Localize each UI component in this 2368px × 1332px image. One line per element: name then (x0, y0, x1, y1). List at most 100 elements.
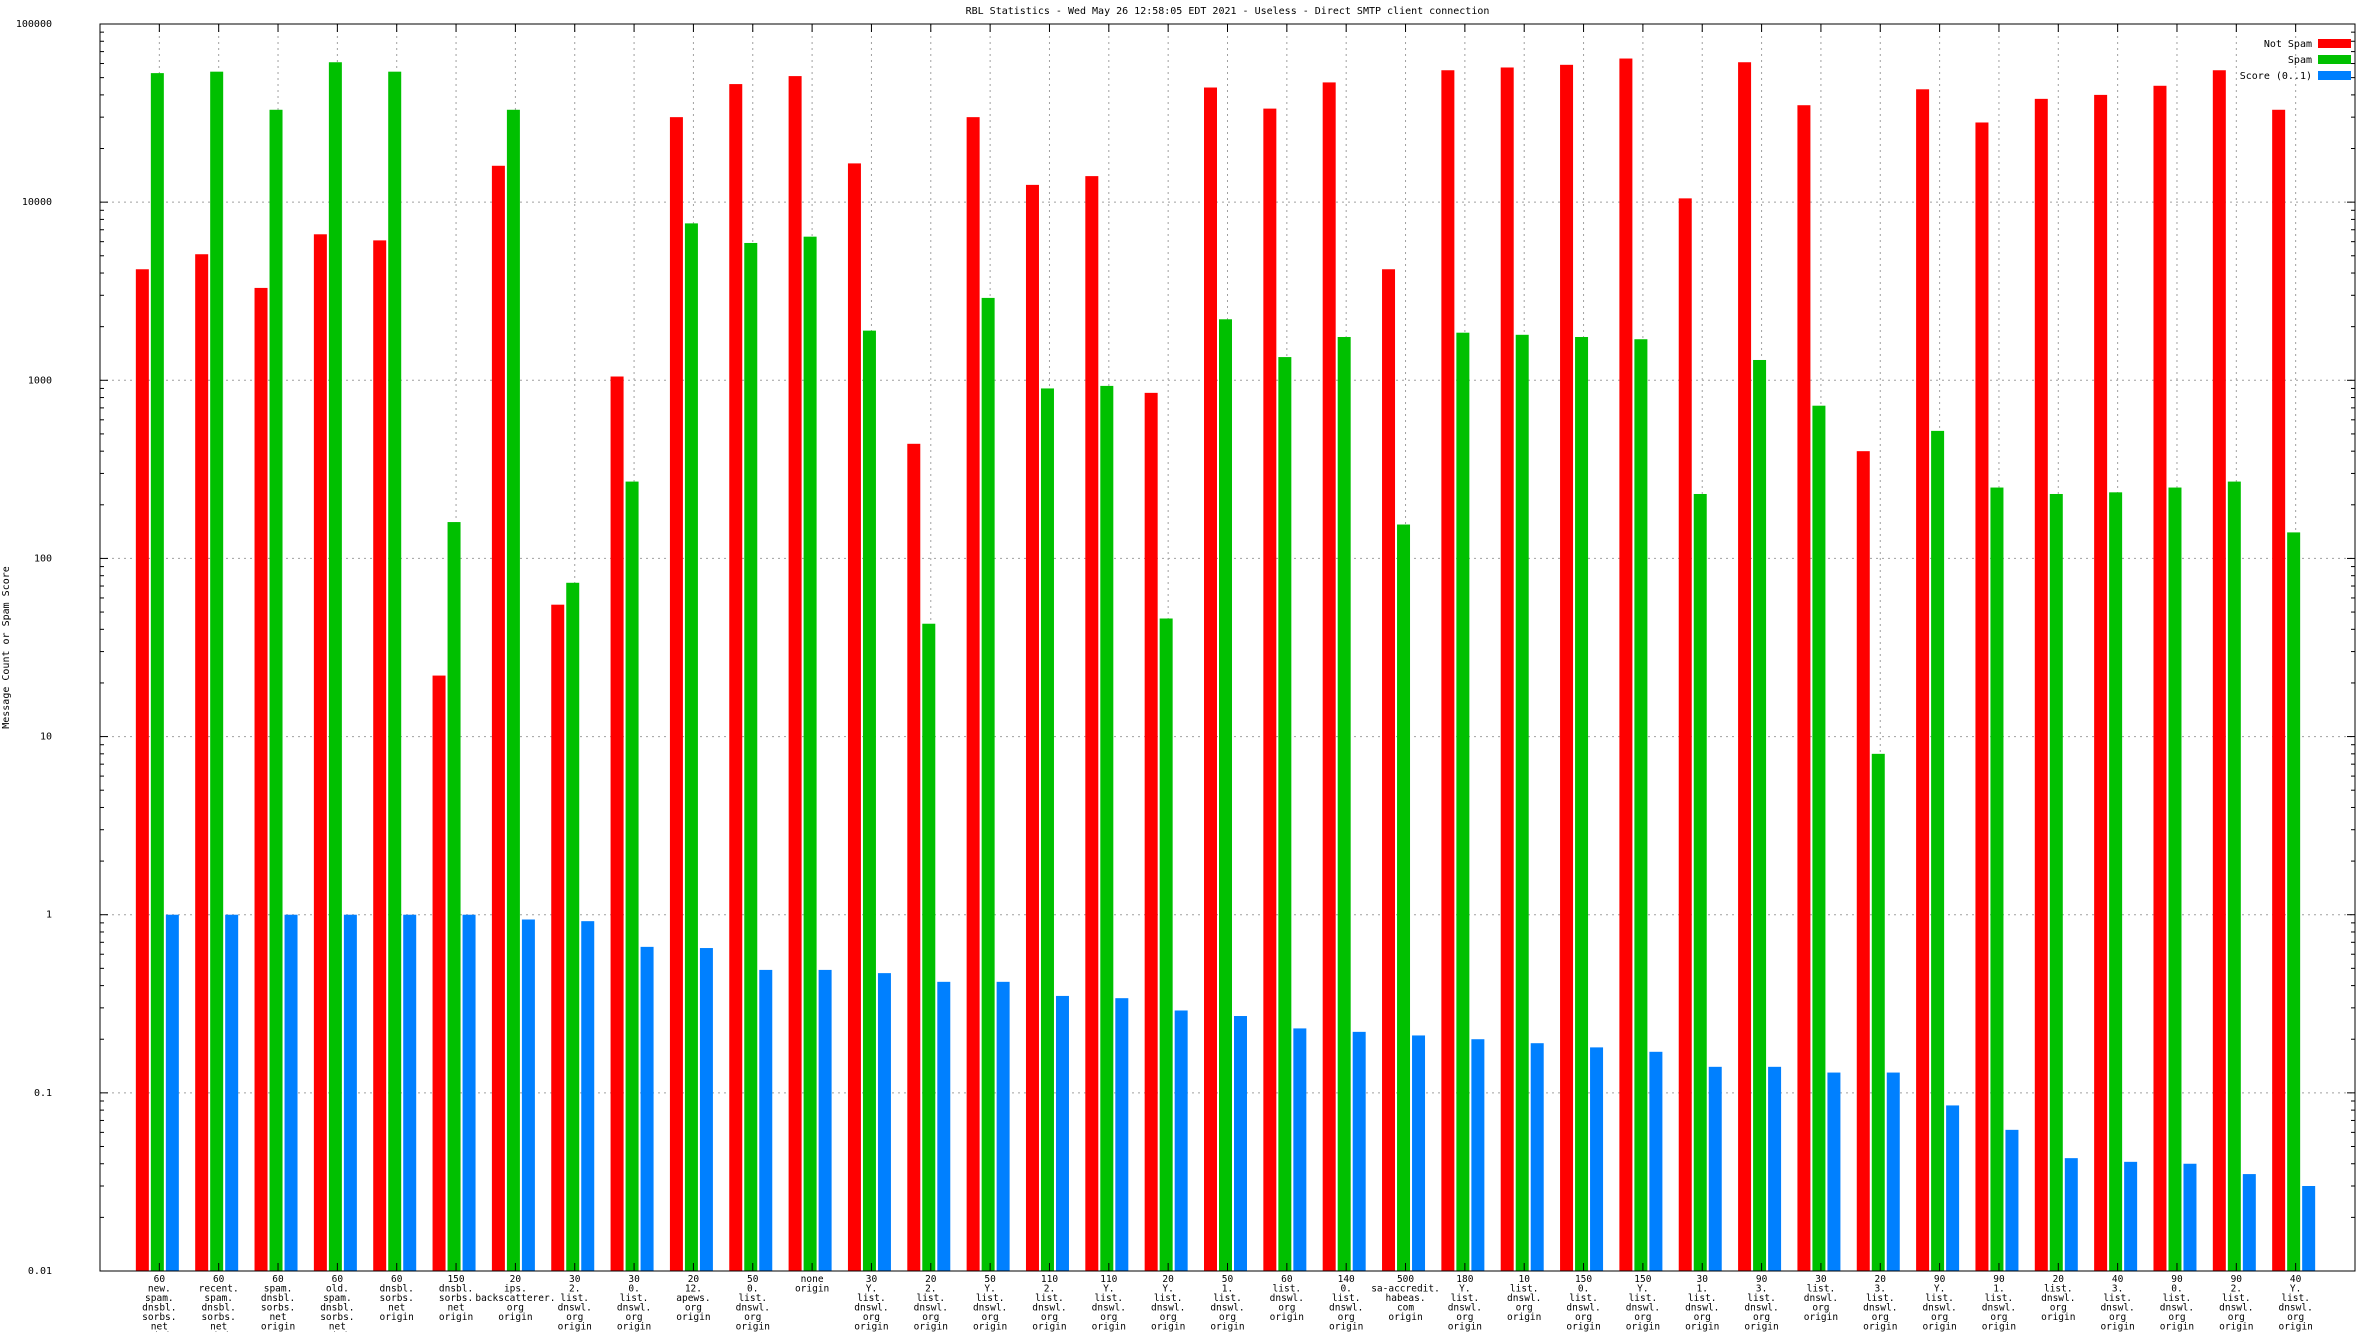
y-tick-label: 0.1 (34, 1088, 52, 1099)
x-tick-label-line: 30 (1815, 1274, 1827, 1285)
x-tick-label-line: list. (620, 1293, 649, 1304)
x-tick-label-line: apews. (676, 1293, 710, 1304)
bar-spam (922, 623, 936, 1271)
x-tick-label-line: origin (2278, 1322, 2312, 1332)
x-tick-label-line: origin (973, 1322, 1007, 1332)
bar-score-0-1 (1055, 995, 1069, 1271)
bar-spam (1515, 334, 1529, 1271)
bar-spam (388, 71, 402, 1272)
x-tick-label-line: 50 (1222, 1274, 1234, 1285)
bar-score-0-1 (818, 969, 832, 1271)
x-tick-label-line: org (1338, 1312, 1355, 1323)
bar-score-0-1 (1293, 1028, 1307, 1271)
x-tick-label-line: 30 (1697, 1274, 1709, 1285)
x-tick-label: 20 ips. backscatterer. org origin (475, 1274, 555, 1323)
x-tick-label-line: old. (326, 1284, 349, 1295)
bar-not-spam (1382, 269, 1396, 1271)
bar-spam (1990, 487, 2004, 1271)
x-tick-label-line: 1. (1697, 1284, 1708, 1295)
x-tick-label-line: dnswl. (1863, 1303, 1897, 1314)
x-tick-label-line: 2. (569, 1284, 580, 1295)
bar-spam (2168, 487, 2182, 1271)
x-tick-label-line: dnswl. (1922, 1303, 1956, 1314)
bar-spam (2227, 481, 2241, 1271)
x-tick-label: 30 1. list. dnswl. org origin (1685, 1274, 1719, 1332)
x-tick-label-line: sorbs. (202, 1312, 236, 1323)
bar-spam (1634, 339, 1648, 1271)
x-tick-label-line: spam. (204, 1293, 233, 1304)
x-tick-label-line: dnsbl. (202, 1303, 236, 1314)
x-tick-label-line: org (1575, 1312, 1592, 1323)
x-tick-label-line: list. (1095, 1293, 1124, 1304)
x-tick-label-line: org (1516, 1303, 1533, 1314)
x-tick-label-line: org (1634, 1312, 1651, 1323)
x-tick-label-line: origin (2041, 1312, 2075, 1323)
x-tick-label-line: dnswl. (973, 1303, 1007, 1314)
bar-spam (1159, 618, 1173, 1271)
x-tick-label-line: list. (1629, 1293, 1658, 1304)
bar-not-spam (788, 76, 802, 1272)
x-tick-label-line: list. (976, 1293, 1005, 1304)
x-tick-label-line: ips. (504, 1284, 527, 1295)
bar-spam (2287, 532, 2301, 1271)
bar-not-spam (610, 376, 624, 1271)
x-tick-label-line: org (1931, 1312, 1948, 1323)
x-tick-label-line: sorbs. (380, 1293, 414, 1304)
x-tick-label-line: spam. (145, 1293, 174, 1304)
bar-score-0-1 (2124, 1161, 2138, 1271)
x-tick-label-line: Y. (1162, 1284, 1173, 1295)
x-tick-label-line: net (329, 1322, 346, 1332)
x-tick-label: none origin (795, 1274, 829, 1295)
bar-spam (1040, 388, 1054, 1271)
x-tick-label-line: 60 (154, 1274, 166, 1285)
x-tick-label-line: dnswl. (1804, 1293, 1838, 1304)
bar-not-spam (907, 443, 921, 1271)
x-tick-label-line: com (1397, 1303, 1414, 1314)
x-tick-label-line: org (625, 1312, 642, 1323)
x-tick-label-line: list. (560, 1293, 589, 1304)
x-tick-label-line: origin (1388, 1312, 1422, 1323)
x-tick-label-line: Y. (866, 1284, 877, 1295)
bar-spam (2109, 492, 2123, 1272)
x-tick-label-line: 0. (1340, 1284, 1351, 1295)
x-tick-label-line: sa-accredit. (1371, 1284, 1440, 1295)
x-tick-label-line: 500 (1397, 1274, 1414, 1285)
bar-not-spam (2034, 98, 2048, 1272)
bar-spam (684, 223, 698, 1272)
x-tick-label-line: origin (1092, 1322, 1126, 1332)
x-tick-label-line: dnswl. (1092, 1303, 1126, 1314)
bar-score-0-1 (521, 919, 535, 1271)
x-tick-label-line: org (1278, 1303, 1295, 1314)
bar-not-spam (1738, 62, 1752, 1272)
x-tick-label-line: dnsbl. (439, 1284, 473, 1295)
x-tick-label-line: list. (1747, 1293, 1776, 1304)
x-tick-label-line: 60 (213, 1274, 225, 1285)
x-tick-label-line: list. (738, 1293, 767, 1304)
x-tick-label-line: dnswl. (2219, 1303, 2253, 1314)
bar-not-spam (2212, 70, 2226, 1271)
bar-spam (803, 236, 817, 1271)
bar-not-spam (1560, 64, 1574, 1272)
bar-spam (862, 330, 876, 1271)
x-tick-label-line: origin (2160, 1322, 2194, 1332)
x-tick-label-line: 180 (1456, 1274, 1473, 1285)
x-tick-label: 60 dnsbl. sorbs. net origin (380, 1274, 414, 1323)
bar-spam (269, 109, 283, 1271)
bar-score-0-1 (284, 914, 298, 1271)
x-tick-label: 30 list. dnswl. org origin (1804, 1274, 1838, 1323)
bar-spam (1575, 336, 1589, 1271)
x-tick-label-line: dnswl. (1626, 1303, 1660, 1314)
bar-not-spam (135, 269, 149, 1271)
x-tick-label-line: dnswl. (2100, 1303, 2134, 1314)
bar-not-spam (669, 117, 683, 1272)
bar-score-0-1 (1946, 1105, 1960, 1271)
x-tick-label-line: org (1456, 1312, 1473, 1323)
x-tick-label-line: 150 (1634, 1274, 1651, 1285)
x-tick-label-line: 0. (628, 1284, 639, 1295)
x-tick-label-line: 3. (2112, 1284, 2123, 1295)
x-tick-label-line: dnswl. (1982, 1303, 2016, 1314)
x-tick-label-line: dnswl. (1744, 1303, 1778, 1314)
x-tick-label: 60 spam. dnsbl. sorbs. net origin (261, 1274, 295, 1332)
